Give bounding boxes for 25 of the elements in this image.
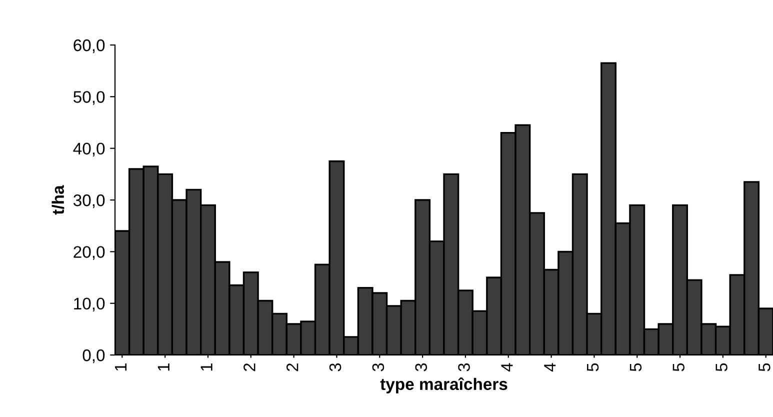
x-tick-label: 4 (544, 363, 556, 372)
x-tick-label: 3 (415, 363, 428, 372)
x-tick-label: 3 (372, 363, 384, 372)
y-tick-label: 20,0 (74, 246, 105, 260)
x-tick-label: 1 (200, 363, 212, 371)
x-tick-label: 5 (758, 363, 770, 372)
y-tick-label: 10,0 (74, 298, 105, 312)
y-axis-title: t/ha (52, 185, 64, 215)
y-tick-label: 30,0 (73, 194, 105, 208)
y-tick-label: 60,0 (74, 39, 105, 54)
y-tick-label: 0,0 (82, 349, 105, 364)
y-tick-label: 40,0 (73, 142, 105, 157)
x-tick-label: 1 (114, 363, 126, 371)
x-tick-label: 2 (244, 363, 256, 372)
x-tick-label: 1 (158, 363, 170, 371)
x-axis-title: type maraîchers (380, 377, 508, 394)
x-tick-label: 4 (501, 363, 513, 372)
x-tick-label: 2 (286, 363, 298, 372)
x-tick-label: 5 (672, 363, 684, 372)
x-tick-label: 3 (329, 363, 342, 372)
x-tick-label: 5 (587, 363, 599, 372)
x-tick-label: 3 (458, 363, 470, 372)
x-tick-label: 5 (716, 363, 728, 372)
y-tick-label: 50,0 (74, 91, 105, 105)
x-tick-label: 5 (630, 363, 642, 372)
